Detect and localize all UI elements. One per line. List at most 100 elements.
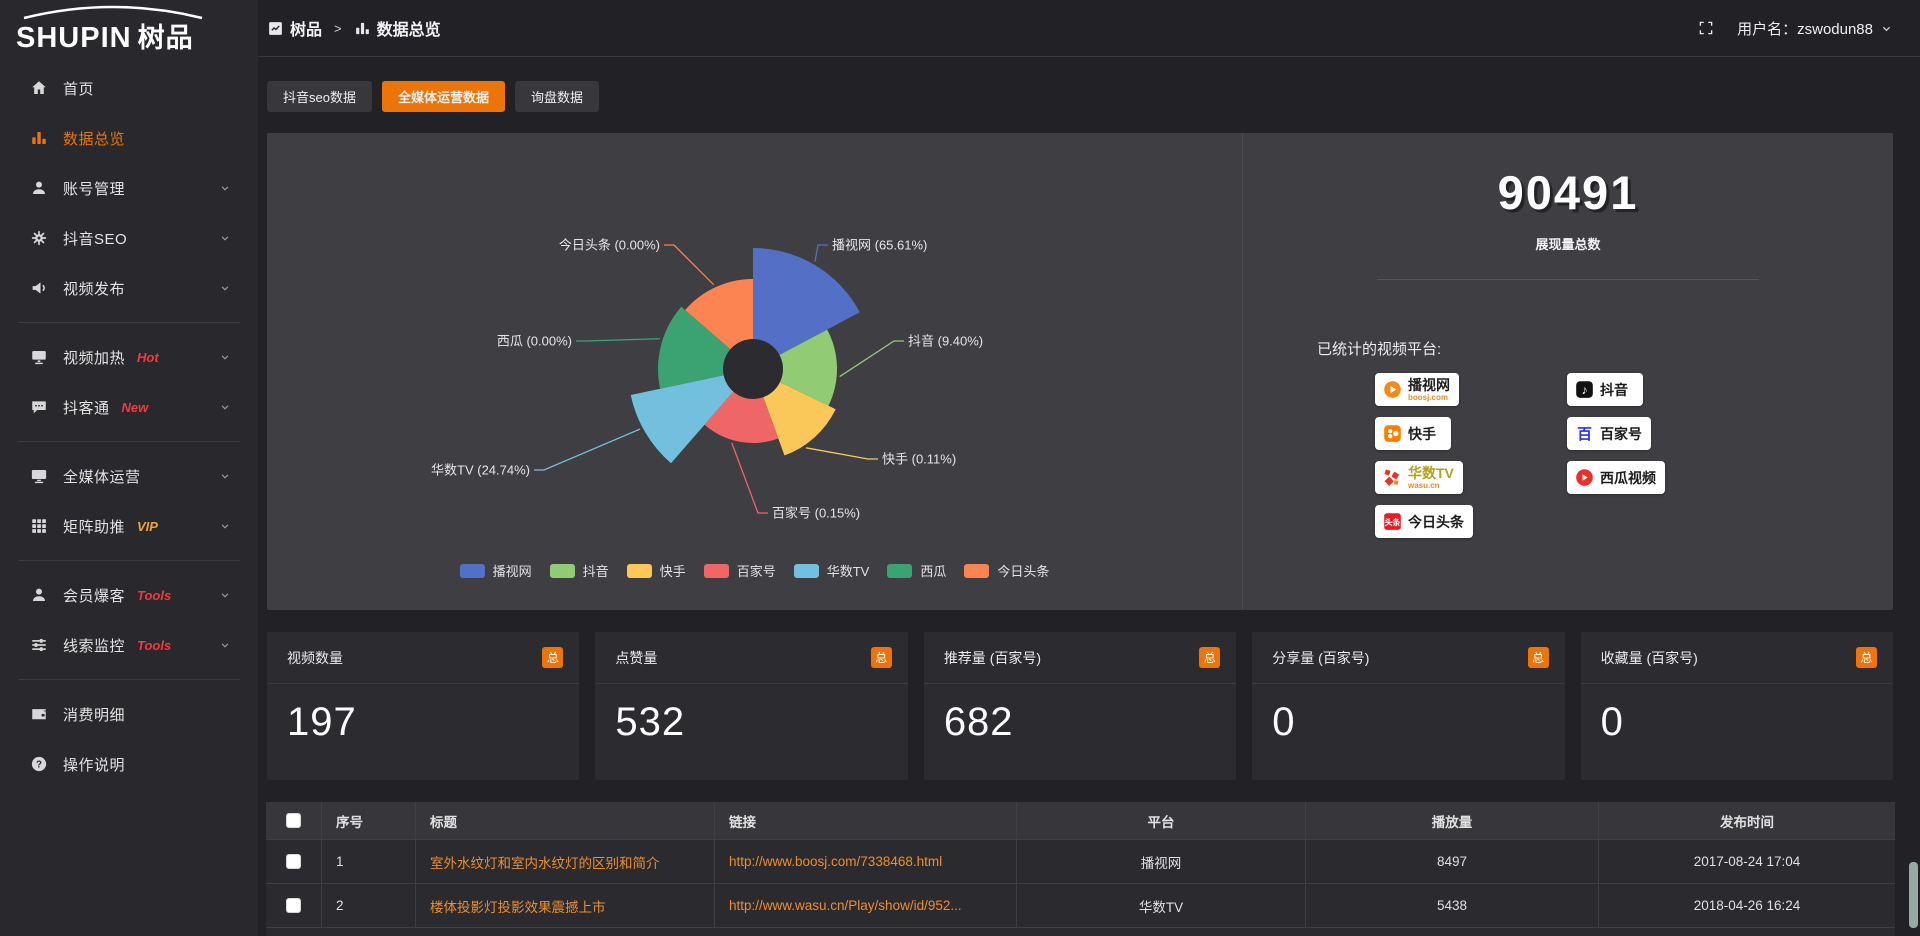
sidebar-item-label: 视频加热: [63, 349, 126, 367]
pie-label-快手: 快手 (0.11%): [882, 452, 956, 467]
sidebar-item-home[interactable]: 首页: [0, 63, 258, 113]
breadcrumb-chart-icon: [354, 20, 371, 37]
chat-icon: [30, 398, 48, 416]
platform-name: 今日头条: [1408, 513, 1464, 530]
pie-chart[interactable]: 播视网 (65.61%) 抖音 (9.40%) 快手 (0.11%) 百家号 (0.1…: [267, 133, 1242, 610]
pie-slice-抖音[interactable]: [753, 329, 838, 406]
boosj-logo-icon: [1382, 379, 1403, 400]
platform-badge-xigua[interactable]: 西瓜视频: [1567, 461, 1665, 494]
legend-label: 抖音: [582, 564, 609, 579]
row-link[interactable]: http://www.wasu.cn/Play/show/id/952...: [714, 884, 1016, 927]
platform-badge-douyin[interactable]: ♪ 抖音: [1567, 373, 1643, 406]
legend-swatch: [626, 563, 652, 578]
sidebar-item-douketong[interactable]: 抖客通 New: [0, 382, 258, 432]
column-header-3: 平台: [1016, 802, 1305, 839]
total-impressions-label: 展现量总数: [1535, 237, 1601, 252]
chevron-down-icon: [218, 350, 232, 364]
pie-label-line: [805, 447, 878, 460]
pie-label-今日头条: 今日头条 (0.00%): [559, 238, 660, 253]
breadcrumb: 树品 > 数据总览: [267, 16, 441, 40]
sidebar-item-media-ops[interactable]: 全媒体运营: [0, 451, 258, 501]
tab-2[interactable]: 询盘数据: [514, 81, 599, 112]
platform-badge-wasu[interactable]: 华数TV wasu.cn: [1375, 461, 1463, 494]
summary-divider: [1377, 279, 1759, 280]
row-checkbox[interactable]: [286, 854, 301, 869]
total-badge[interactable]: 总: [1199, 647, 1221, 668]
sidebar-item-clue-monitor[interactable]: 线索监控 Tools: [0, 620, 258, 670]
sidebar-item-account-manage[interactable]: 账号管理: [0, 163, 258, 213]
total-badge[interactable]: 总: [870, 647, 892, 668]
platforms-label: 已统计的视频平台:: [1317, 341, 1442, 358]
sidebar-divider: [18, 441, 240, 442]
pie-slice-华数TV[interactable]: [630, 369, 753, 464]
sidebar-item-douyin-seo[interactable]: 抖音SEO: [0, 213, 258, 263]
sidebar-item-matrix-boost[interactable]: 矩阵助推 VIP: [0, 501, 258, 551]
topbar: 树品 > 数据总览 用户名：zswodun88: [258, 0, 1920, 57]
platform-badge-boosj[interactable]: 播视网 boosj.com: [1375, 373, 1459, 406]
sidebar-item-video-heat[interactable]: 视频加热 Hot: [0, 332, 258, 382]
sidebar-item-data-overview[interactable]: 数据总览: [0, 113, 258, 163]
wallet-icon: [30, 705, 48, 723]
platform-name: 西瓜视频: [1600, 469, 1656, 486]
table-row-partial: [266, 928, 1895, 936]
toutiao-logo-icon: 头条: [1382, 511, 1403, 532]
pie-label-line: [731, 442, 768, 514]
row-link[interactable]: http://www.boosj.com/7338468.html: [714, 840, 1016, 883]
column-header-5: 发布时间: [1598, 802, 1895, 839]
svg-text:♪: ♪: [1581, 383, 1587, 397]
column-header-1: 标题: [415, 802, 714, 839]
legend-swatch: [793, 563, 819, 578]
sidebar-item-label: 账号管理: [63, 180, 126, 198]
chevron-down-icon: [218, 281, 232, 295]
sidebar-item-help-doc[interactable]: ? 操作说明: [0, 739, 258, 789]
fullscreen-icon[interactable]: [1697, 19, 1715, 37]
legend-item-华数TV[interactable]: 华数TV: [793, 561, 869, 580]
tab-1[interactable]: 全媒体运营数据: [381, 81, 505, 112]
platform-badge-baijiahao[interactable]: 百百家号: [1567, 417, 1651, 450]
total-badge[interactable]: 总: [542, 647, 564, 668]
sidebar-divider: [18, 679, 240, 680]
svg-text:百: 百: [1577, 426, 1592, 443]
sidebar-item-label: 线索监控: [63, 637, 126, 655]
svg-text:?: ?: [36, 759, 42, 770]
platform-badge-kuaishou[interactable]: 快手: [1375, 417, 1451, 450]
legend-label: 百家号: [736, 564, 776, 579]
row-time: 2018-04-26 16:24: [1598, 884, 1895, 927]
legend-item-百家号[interactable]: 百家号: [703, 561, 776, 580]
legend-item-今日头条[interactable]: 今日头条: [964, 561, 1049, 580]
user-icon: [30, 586, 48, 604]
pie-slice-播视网[interactable]: [753, 248, 860, 369]
page-scrollbar-thumb[interactable]: [1909, 862, 1918, 928]
breadcrumb-current[interactable]: 数据总览: [376, 22, 441, 39]
video-table: 序号 标题 链接 平台 播放量 发布时间 1 室外水纹灯和室内水纹灯的区别和简介 http://…: [266, 802, 1895, 936]
data-tabs: 抖音seo数据 全媒体运营数据 询盘数据: [267, 81, 599, 112]
platform-badge-toutiao[interactable]: 头条 今日头条: [1375, 505, 1473, 538]
legend-item-快手[interactable]: 快手: [626, 561, 686, 580]
sidebar-item-consume-detail[interactable]: 消费明细: [0, 689, 258, 739]
total-impressions-value: 90491: [1497, 166, 1639, 219]
legend-item-西瓜[interactable]: 西瓜: [887, 561, 946, 580]
user-menu[interactable]: 用户名：zswodun88: [1737, 18, 1894, 39]
legend-item-播视网[interactable]: 播视网: [459, 561, 532, 580]
stat-card-value: 0: [1272, 700, 1296, 744]
sidebar-item-video-publish[interactable]: 视频发布: [0, 263, 258, 313]
row-title[interactable]: 室外水纹灯和室内水纹灯的区别和简介: [415, 840, 714, 883]
row-title[interactable]: 楼体投影灯投影效果震撼上市: [415, 884, 714, 927]
pie-label-百家号: 百家号 (0.15%): [772, 506, 860, 521]
row-checkbox[interactable]: [286, 898, 301, 913]
breadcrumb-root[interactable]: 树品: [290, 22, 323, 39]
chevron-down-icon: [218, 638, 232, 652]
tab-0[interactable]: 抖音seo数据: [267, 81, 372, 112]
sidebar-item-member-burst[interactable]: 会员爆客 Tools: [0, 570, 258, 620]
stat-card-4: 收藏量 (百家号) 总 0: [1580, 632, 1894, 780]
chevron-down-icon: [218, 469, 232, 483]
total-badge[interactable]: 总: [1856, 647, 1878, 668]
pie-slice-百家号[interactable]: [704, 369, 779, 443]
select-all-checkbox[interactable]: [286, 813, 301, 828]
pie-label-line: [534, 428, 641, 471]
legend-item-抖音[interactable]: 抖音: [549, 561, 609, 580]
total-badge[interactable]: 总: [1527, 647, 1549, 668]
breadcrumb-separator: >: [334, 20, 342, 36]
legend-swatch: [887, 563, 913, 578]
